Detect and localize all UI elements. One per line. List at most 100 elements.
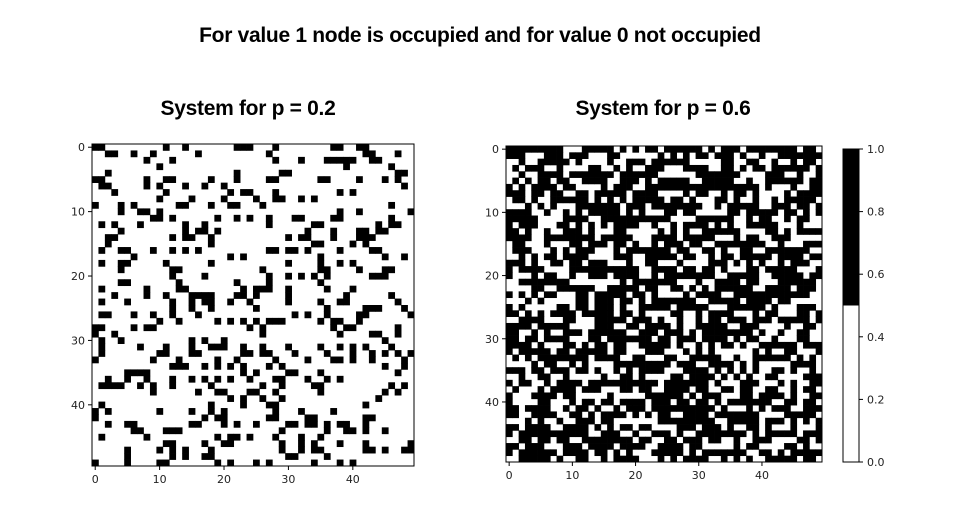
occupied-cell — [733, 285, 741, 292]
occupied-cell — [182, 446, 189, 454]
occupied-cell — [506, 398, 513, 406]
occupied-cell — [518, 158, 526, 166]
occupied-cell — [537, 411, 545, 419]
occupied-cell — [581, 424, 589, 431]
occupied-cell — [124, 369, 131, 377]
occupied-cell — [739, 240, 747, 248]
occupied-cell — [701, 215, 709, 223]
occupied-cell — [689, 424, 696, 431]
occupied-cell — [815, 341, 823, 349]
occupied-cell — [626, 297, 633, 305]
occupied-cell — [104, 375, 112, 383]
occupied-cell — [714, 398, 722, 406]
occupied-cell — [600, 443, 608, 450]
occupied-cell — [645, 322, 652, 330]
occupied-cell — [214, 214, 222, 222]
occupied-cell — [746, 285, 753, 292]
occupied-cell — [746, 424, 753, 431]
occupied-cell — [746, 335, 753, 343]
occupied-cell — [746, 386, 753, 393]
occupied-cell — [670, 202, 677, 210]
occupied-cell — [796, 310, 804, 317]
occupied-cell — [524, 341, 532, 349]
occupied-cell — [613, 348, 621, 355]
occupied-cell — [253, 305, 260, 312]
occupied-cell — [182, 362, 189, 370]
occupied-cell — [362, 305, 370, 312]
occupied-cell — [518, 367, 526, 374]
occupied-cell — [803, 285, 810, 292]
occupied-cell — [727, 215, 734, 223]
occupied-cell — [803, 322, 810, 330]
occupied-cell — [575, 285, 583, 292]
occupied-cell — [739, 291, 747, 299]
occupied-cell — [777, 253, 785, 261]
occupied-cell — [657, 152, 665, 159]
occupied-cell — [169, 453, 177, 460]
occupied-cell — [651, 272, 659, 280]
occupied-cell — [613, 329, 621, 336]
occupied-cell — [518, 196, 526, 204]
occupied-cell — [265, 362, 273, 370]
occupied-cell — [162, 292, 170, 299]
occupied-cell — [803, 259, 810, 267]
figure-title: For value 1 node is occupied and for val… — [199, 24, 761, 47]
occupied-cell — [771, 202, 779, 210]
occupied-cell — [695, 455, 703, 463]
occupied-cell — [752, 202, 760, 210]
occupied-cell — [130, 201, 138, 209]
occupied-cell — [613, 215, 621, 223]
occupied-cell — [645, 259, 652, 267]
occupied-cell — [689, 373, 696, 381]
occupied-cell — [638, 304, 646, 311]
occupied-cell — [124, 247, 131, 254]
occupied-cell — [272, 356, 280, 364]
occupied-cell — [803, 386, 810, 393]
occupied-cell — [720, 259, 728, 267]
occupied-cell — [543, 152, 551, 159]
occupied-cell — [733, 304, 741, 311]
occupied-cell — [401, 446, 408, 454]
occupied-cell — [272, 414, 280, 422]
occupied-cell — [815, 177, 823, 185]
occupied-cell — [645, 329, 652, 336]
occupied-cell — [752, 316, 760, 324]
occupied-cell — [765, 386, 772, 393]
occupied-cell — [670, 310, 677, 317]
occupied-cell — [682, 417, 690, 425]
occupied-cell — [664, 240, 671, 248]
occupied-cell — [407, 446, 415, 454]
occupied-cell — [626, 449, 633, 457]
occupied-cell — [714, 316, 722, 324]
occupied-cell — [657, 164, 665, 172]
occupied-cell — [689, 297, 696, 305]
occupied-cell — [506, 310, 513, 317]
x-tick-label: 40 — [755, 469, 769, 482]
occupied-cell — [689, 367, 696, 374]
occupied-cell — [524, 436, 532, 444]
occupied-cell — [343, 324, 350, 332]
occupied-cell — [689, 253, 696, 261]
occupied-cell — [506, 379, 513, 387]
occupied-cell — [531, 253, 538, 261]
occupied-cell — [651, 285, 659, 292]
occupied-cell — [771, 164, 779, 172]
occupied-cell — [531, 221, 538, 229]
occupied-cell — [695, 348, 703, 355]
occupied-cell — [285, 259, 292, 267]
occupied-cell — [575, 304, 583, 311]
occupied-cell — [98, 311, 106, 319]
occupied-cell — [777, 405, 785, 412]
occupied-cell — [265, 150, 273, 158]
occupied-cell — [619, 297, 627, 305]
occupied-cell — [619, 228, 627, 235]
occupied-cell — [689, 379, 696, 387]
occupied-cell — [651, 291, 659, 299]
occupied-cell — [291, 214, 299, 222]
occupied-cell — [543, 278, 551, 286]
occupied-cell — [162, 343, 170, 351]
occupied-cell — [670, 417, 677, 425]
occupied-cell — [784, 430, 791, 438]
occupied-cell — [626, 424, 633, 431]
occupied-cell — [562, 322, 570, 330]
